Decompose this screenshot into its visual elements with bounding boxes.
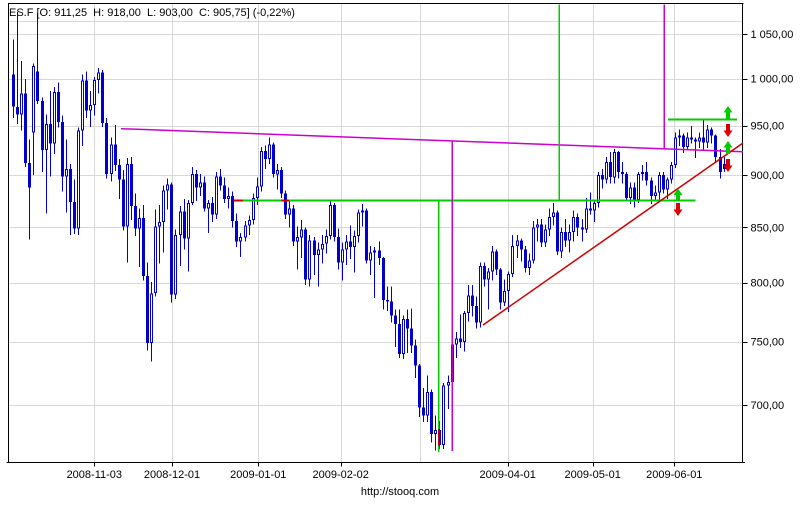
svg-text:2009-04-01: 2009-04-01 <box>480 469 536 481</box>
up-arrow-icon <box>673 188 683 202</box>
svg-text:900,00: 900,00 <box>751 170 785 182</box>
signal-arrows <box>673 106 733 216</box>
down-arrow-icon <box>723 124 733 137</box>
svg-text:2009-05-01: 2009-05-01 <box>565 469 621 481</box>
svg-text:2008-11-03: 2008-11-03 <box>67 469 122 481</box>
down-arrow-icon <box>673 203 683 216</box>
quote-header: ES.F [O: 911,25 H: 918,00 L: 903,00 C: 9… <box>9 7 295 19</box>
watermark-url: http://stooq.com <box>360 486 440 498</box>
vertical-gridlines <box>94 4 675 463</box>
y-axis-ticks <box>742 34 748 406</box>
svg-text:1 050,00: 1 050,00 <box>751 29 794 41</box>
svg-text:700,00: 700,00 <box>751 400 785 412</box>
chart-frame <box>6 3 745 464</box>
x-axis-labels: 2008-11-03 2008-12-01 2009-01-01 2009-02-02… <box>67 462 702 481</box>
svg-text:2009-02-02: 2009-02-02 <box>313 469 369 481</box>
up-arrow-icon <box>723 106 733 119</box>
down-arrow-icon <box>723 159 733 172</box>
svg-text:1 000,00: 1 000,00 <box>751 74 794 86</box>
y-axis-labels: 1 050,00 1 000,00 950,00 900,00 850,00 800,00… <box>751 29 794 412</box>
svg-text:950,00: 950,00 <box>751 121 785 133</box>
svg-text:2008-12-01: 2008-12-01 <box>144 469 200 481</box>
support-resistance-lines <box>237 118 737 202</box>
up-arrow-icon <box>723 141 733 154</box>
svg-text:800,00: 800,00 <box>751 278 785 290</box>
svg-text:750,00: 750,00 <box>751 337 785 349</box>
horizontal-gridlines <box>8 21 743 406</box>
vertical-marker-lines <box>233 4 665 452</box>
svg-text:850,00: 850,00 <box>751 222 785 234</box>
svg-text:2009-06-01: 2009-06-01 <box>646 469 702 481</box>
trendlines <box>120 127 744 326</box>
svg-text:2009-01-01: 2009-01-01 <box>230 469 286 481</box>
